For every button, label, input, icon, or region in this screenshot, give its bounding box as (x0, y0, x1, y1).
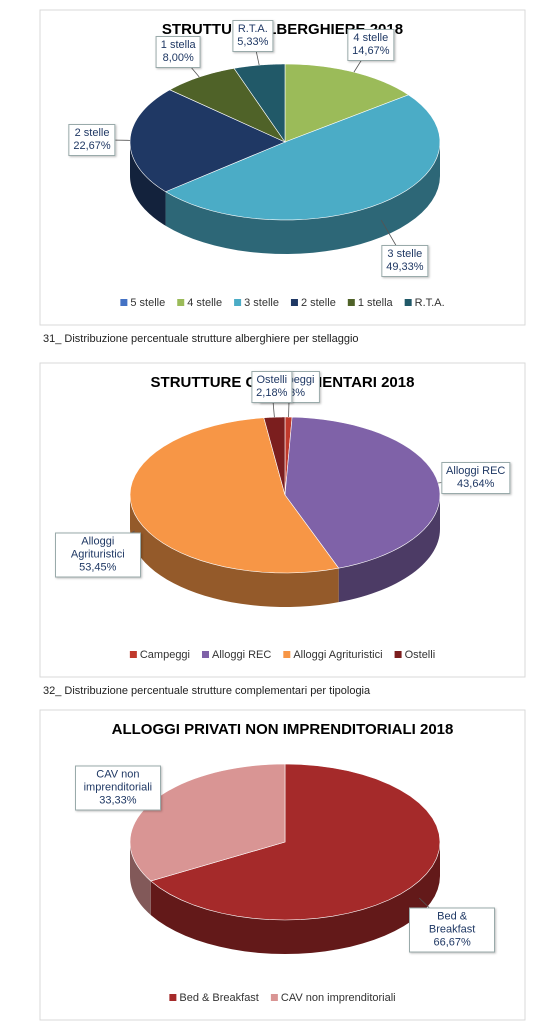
legend-swatch (270, 994, 278, 1001)
data-label: Alloggi REC 43,64% (441, 462, 511, 495)
data-label: R.T.A. 5,33% (232, 19, 274, 52)
data-label: 1 stella 8,00% (155, 36, 201, 69)
category-label: 3 stelle (387, 247, 423, 260)
legend-label: 1 stella (358, 297, 394, 309)
legend-swatch (283, 651, 291, 658)
chart-title: ALLOGGI PRIVATI NON IMPRENDITORIALI 2018 (112, 721, 454, 738)
category-label: Alloggi REC (446, 465, 506, 478)
pie-side (130, 142, 166, 226)
legend-swatch (234, 299, 242, 306)
data-label: 2 stelle 22,67% (68, 123, 116, 156)
category-label: 1 stella (160, 39, 196, 52)
legend-swatch (169, 994, 177, 1001)
legend-label: 2 stelle (301, 297, 336, 309)
legend-swatch (394, 651, 402, 658)
legend-label: CAV non imprenditoriali (281, 992, 396, 1004)
legend-label: Ostelli (405, 649, 436, 661)
value-label: 49,33% (386, 260, 424, 273)
legend-swatch (290, 299, 298, 306)
legend-label: R.T.A. (415, 297, 445, 309)
value-label: 33,33% (99, 794, 137, 807)
category-label: Bed & Breakfast (428, 910, 476, 936)
value-label: 5,33% (237, 35, 269, 48)
legend-label: Bed & Breakfast (179, 992, 259, 1004)
caption: 32_ Distribuzione percentuale strutture … (43, 685, 371, 697)
caption: 31_ Distribuzione percentuale strutture … (43, 333, 359, 345)
legend-swatch (129, 651, 137, 658)
data-label: 3 stelle 49,33% (381, 244, 429, 277)
legend-label: 3 stelle (244, 297, 279, 309)
chart-title: STRUTTURE ALBERGHIERE 2018 (162, 21, 403, 38)
data-label: Bed & Breakfast 66,67% (409, 907, 496, 953)
data-label: CAV non imprenditoriali 33,33% (74, 765, 161, 811)
value-label: 22,67% (73, 139, 111, 152)
value-label: 66,67% (433, 936, 471, 949)
legend: Bed & Breakfast CAV non imprenditoriali (169, 992, 396, 1004)
data-label: Alloggi Agrituristici 53,45% (54, 532, 141, 578)
pie-slice (150, 763, 441, 921)
legend-label: 4 stelle (187, 297, 222, 309)
pie-side (338, 495, 440, 603)
legend-label: Campeggi (140, 649, 190, 661)
legend: 5 stelle 4 stelle 3 stelle 2 stelle 1 stella… (120, 297, 445, 309)
category-label: CAV non imprenditoriali (83, 768, 153, 794)
legend-label: 5 stelle (130, 297, 165, 309)
pie-slice (233, 63, 286, 143)
pie-side (130, 842, 151, 915)
legend-label: Alloggi Agrituristici (293, 649, 382, 661)
pie-side (130, 495, 339, 607)
legend-label: Alloggi REC (212, 649, 271, 661)
category-label: R.T.A. (237, 22, 268, 35)
value-label: 2,18% (256, 387, 288, 400)
data-label: 4 stelle 14,67% (347, 29, 395, 62)
category-label: 4 stelle (353, 32, 389, 45)
legend-swatch (120, 299, 128, 306)
pie-slice (164, 94, 441, 221)
value-label: 8,00% (162, 52, 194, 65)
value-label: 43,64% (457, 478, 495, 491)
value-label: 14,67% (352, 45, 390, 58)
category-label: 2 stelle (74, 126, 110, 139)
legend-swatch (177, 299, 185, 306)
legend: Campeggi Alloggi REC Alloggi Agrituristici… (129, 649, 436, 661)
legend-swatch (404, 299, 412, 306)
pie-slice (129, 417, 340, 574)
value-label: 53,45% (79, 561, 117, 574)
pie-side (165, 142, 441, 254)
data-label: Ostelli 2,18% (251, 371, 293, 404)
category-label: Ostelli (256, 374, 288, 387)
category-label: Alloggi Agrituristici (70, 535, 125, 561)
legend-swatch (347, 299, 355, 306)
pie-side (150, 842, 441, 954)
pie-slice (284, 416, 441, 569)
pie-slice (263, 416, 286, 496)
legend-swatch (202, 651, 209, 658)
